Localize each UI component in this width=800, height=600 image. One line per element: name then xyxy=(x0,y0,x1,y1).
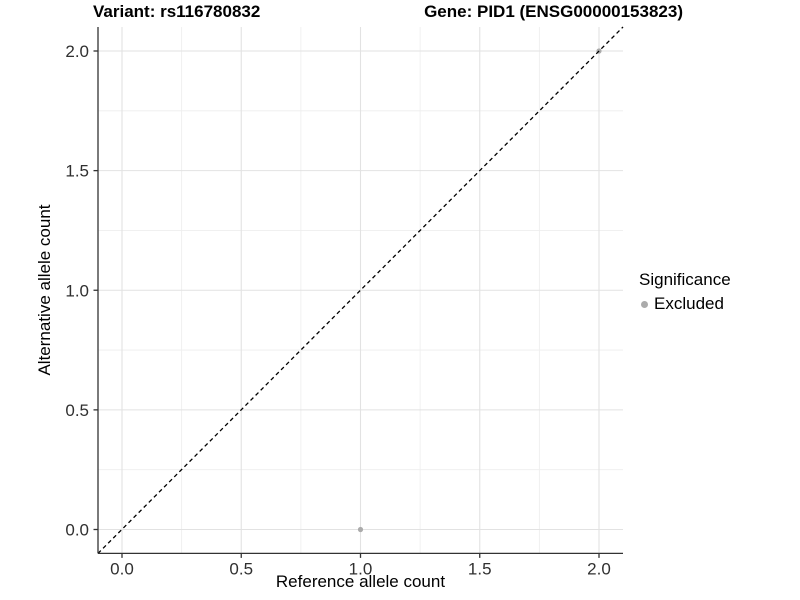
identity-dashed-line xyxy=(97,26,624,554)
x-axis-title: Reference allele count xyxy=(275,572,446,591)
x-tick-label: 0.5 xyxy=(229,559,253,578)
y-tick-label: 2.0 xyxy=(65,42,89,61)
legend-point-icon xyxy=(641,300,648,308)
y-tick-label: 0.5 xyxy=(65,401,89,420)
y-tick-label: 0.0 xyxy=(65,521,89,540)
y-tick-label: 1.5 xyxy=(65,162,89,181)
legend: Significance Excluded xyxy=(639,270,731,314)
y-axis-title: Alternative allele count xyxy=(35,204,54,376)
y-tick-label: 1.0 xyxy=(65,281,89,300)
x-tick-label: 2.0 xyxy=(587,559,611,578)
legend-title: Significance xyxy=(639,270,731,289)
legend-item-label: Excluded xyxy=(654,294,724,313)
data-point xyxy=(357,526,364,533)
legend-item-excluded: Excluded xyxy=(639,294,731,314)
plot-title: Variant: rs116780832 Gene: PID1 (ENSG000… xyxy=(93,2,683,22)
plot-title-variant: Variant: rs116780832 xyxy=(93,2,261,21)
x-tick-label: 0.0 xyxy=(110,559,134,578)
x-tick-label: 1.0 xyxy=(349,559,373,578)
x-tick-label: 1.5 xyxy=(468,559,492,578)
plot-title-gene: Gene: PID1 (ENSG00000153823) xyxy=(424,2,683,21)
